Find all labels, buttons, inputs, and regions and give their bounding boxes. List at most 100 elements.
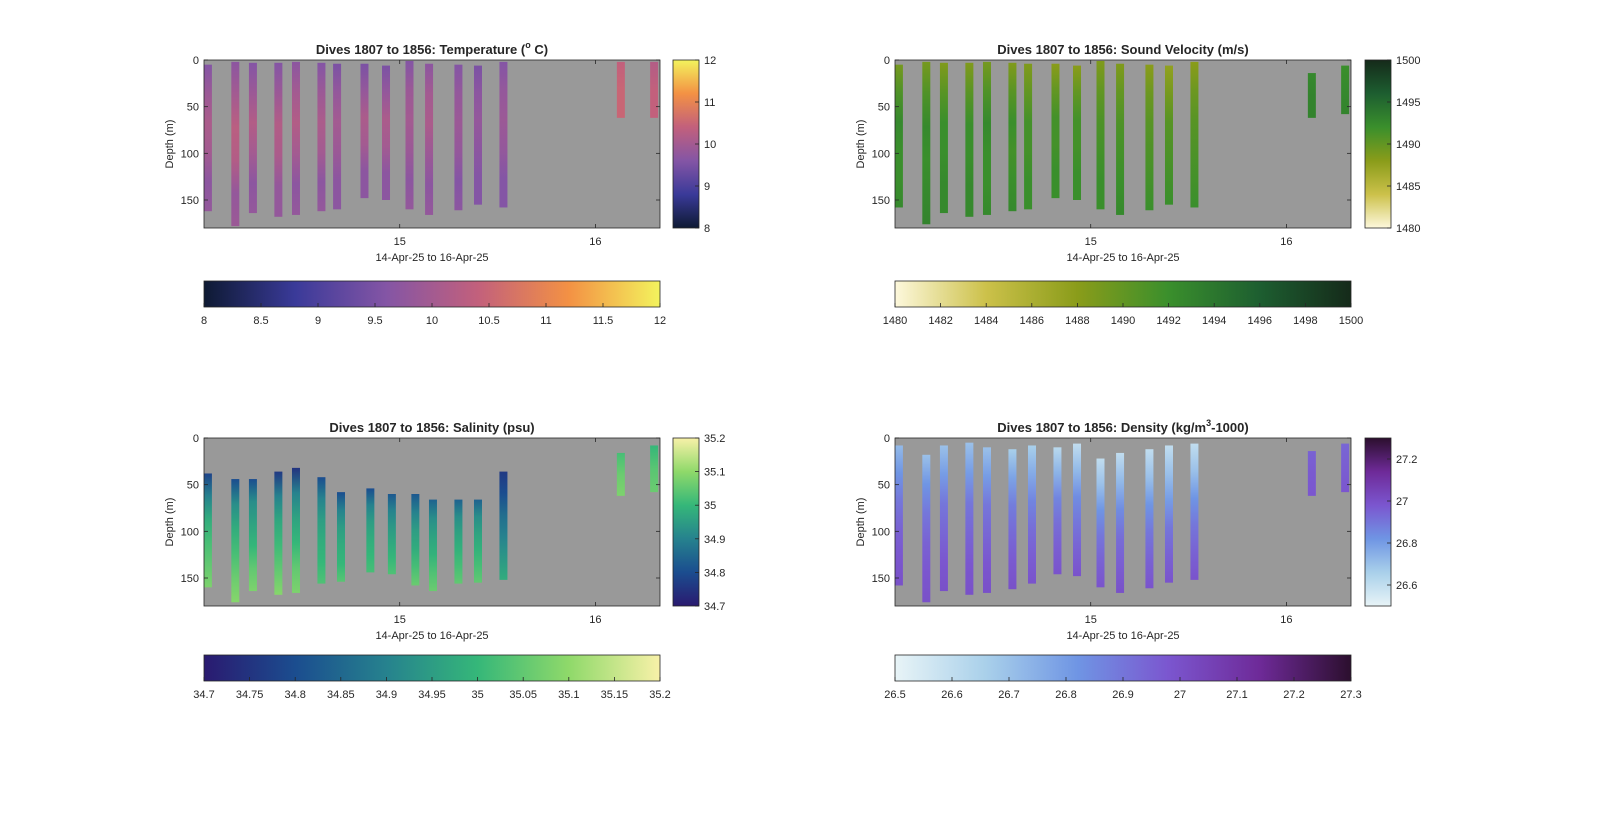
side-colorbar: 1480 1485 1490 1495 1500 [1364,55,1420,235]
bottom-colorbar-bar [894,280,1352,308]
x-tick-label: 15 [1085,614,1097,626]
side-colorbar-tick-label: 1490 [1396,139,1420,151]
panel-salinity: 0 50 100 150 15 16 14-Apr-25 to 16-Apr-25 Depth… [164,420,725,701]
y-tick-label: 100 [181,148,199,160]
x-tick-label: 16 [1280,614,1292,626]
dive-profile [248,62,257,214]
x-axis-label: 14-Apr-25 to 16-Apr-25 [375,630,488,642]
side-colorbar-tick-label: 1495 [1396,97,1420,109]
y-tick-label: 50 [878,102,890,114]
dive-profile [1053,447,1062,575]
side-colorbar-tick-label: 1485 [1396,181,1420,193]
y-tick-label: 150 [181,573,199,585]
bottom-colorbar-tick-label: 9 [315,315,321,327]
dive-profile [317,62,326,212]
bottom-colorbar-tick-label: 27.3 [1340,689,1361,701]
bottom-colorbar-tick-label: 1492 [1156,315,1180,327]
bottom-colorbar-tick-label: 11 [540,315,551,327]
bottom-colorbar-tick-label: 35.2 [649,689,670,701]
side-colorbar-bar [1364,437,1392,607]
dive-profile [922,61,931,225]
y-tick-label: 150 [872,573,890,585]
bottom-colorbar-tick-label: 35 [471,689,483,701]
dive-profile [248,479,257,592]
side-colorbar-tick-label: 1500 [1396,55,1420,67]
y-axis-label: Depth (m) [164,498,176,547]
bottom-colorbar-tick-label: 1486 [1020,315,1044,327]
bottom-colorbar-tick-label: 1494 [1202,315,1226,327]
dive-profile [454,64,463,211]
side-colorbar-tick-label: 27 [1396,496,1408,508]
bottom-colorbar-tick-label: 12 [654,315,666,327]
bottom-colorbar-tick-label: 8 [201,315,207,327]
dive-profile [1027,445,1036,584]
panel-sound_velocity: 0 50 100 150 15 16 14-Apr-25 to 16-Apr-25 Depth… [855,42,1420,327]
y-tick-label: 0 [193,433,199,445]
dive-profile [291,61,300,215]
panel-density: 0 50 100 150 15 16 14-Apr-25 to 16-Apr-25 Depth… [855,418,1417,701]
dive-profile [1145,449,1154,589]
chart-title: Dives 1807 to 1856: Density (kg/m3-1000) [997,418,1248,435]
y-tick-label: 0 [193,55,199,67]
dive-profile [425,63,434,215]
bottom-colorbar-tick-label: 1490 [1111,315,1135,327]
dive-profile [1073,443,1082,577]
x-axis-label: 14-Apr-25 to 16-Apr-25 [1066,630,1179,642]
x-tick-label: 15 [394,236,406,248]
dive-profile [231,61,240,227]
dive-profile [1024,63,1033,210]
dive-profile [1008,449,1017,590]
dive-profile [473,65,482,205]
dive-profile [982,447,991,593]
side-colorbar-tick-label: 35.2 [704,433,725,445]
bottom-colorbar-tick-label: 34.85 [327,689,355,701]
dive-profile [317,477,326,584]
dive-profile [965,62,974,217]
x-tick-label: 15 [394,614,406,626]
bottom-colorbar-bar [203,654,661,682]
bottom-colorbar-tick-label: 34.9 [376,689,397,701]
y-tick-label: 0 [884,55,890,67]
dive-profile [1073,65,1082,200]
axes-box [203,59,661,229]
dive-profile [360,63,369,199]
side-colorbar-tick-label: 11 [704,97,715,109]
axes-box [894,59,1352,229]
bottom-colorbar-tick-label: 10 [426,315,438,327]
dive-profile [499,61,508,208]
dive-profile [405,60,414,210]
dive-profile [1341,65,1350,115]
bottom-colorbar-tick-label: 27 [1174,689,1186,701]
side-colorbar: 26.6 26.8 27 27.2 [1364,437,1417,607]
bottom-colorbar: 26.5 26.6 26.7 26.8 26.9 27 27.1 27.2 27.3 [884,654,1362,701]
bottom-colorbar-tick-label: 26.6 [941,689,962,701]
dive-profile [387,494,396,575]
bottom-colorbar-tick-label: 35.15 [601,689,629,701]
bottom-colorbar-tick-label: 34.8 [284,689,305,701]
y-tick-label: 50 [187,480,199,492]
bottom-colorbar-tick-label: 1496 [1248,315,1272,327]
chart-title: Dives 1807 to 1856: Temperature (o C) [316,40,548,57]
dive-profile [428,499,437,592]
side-colorbar-bar [672,437,700,607]
y-tick-label: 0 [884,433,890,445]
side-colorbar-tick-label: 34.7 [704,601,725,613]
side-colorbar-tick-label: 9 [704,181,710,193]
bottom-colorbar-tick-label: 27.2 [1283,689,1304,701]
dive-profile [1051,63,1060,199]
dive-profile [939,445,948,592]
dive-profile [499,471,508,580]
bottom-colorbar-tick-label: 35.05 [509,689,537,701]
axes-box [894,437,1352,607]
x-tick-label: 16 [589,236,601,248]
bottom-colorbar-tick-label: 26.5 [884,689,905,701]
chart-title: Dives 1807 to 1856: Salinity (psu) [329,420,534,435]
side-colorbar: 8 9 10 11 12 [672,55,716,235]
panel-temperature: 0 50 100 150 15 16 14-Apr-25 to 16-Apr-25 Depth… [164,40,716,327]
side-colorbar: 34.7 34.8 34.9 35 35.1 35.2 [672,433,725,613]
bottom-colorbar-tick-label: 26.9 [1112,689,1133,701]
title-text: Dives 1807 to 1856: Density (kg/m [997,420,1206,435]
side-colorbar-tick-label: 34.8 [704,567,725,579]
dive-profile [336,492,345,582]
dive-profile [274,471,283,595]
